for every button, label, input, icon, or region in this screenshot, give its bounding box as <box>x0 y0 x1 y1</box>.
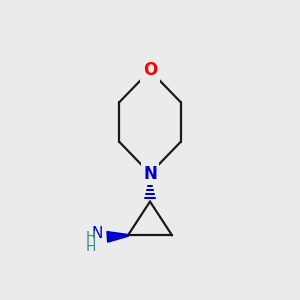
Polygon shape <box>107 232 128 242</box>
Text: H: H <box>86 230 96 244</box>
Text: O: O <box>143 61 157 80</box>
Text: N: N <box>92 226 103 242</box>
Text: N: N <box>143 165 157 183</box>
Text: H: H <box>86 240 96 254</box>
